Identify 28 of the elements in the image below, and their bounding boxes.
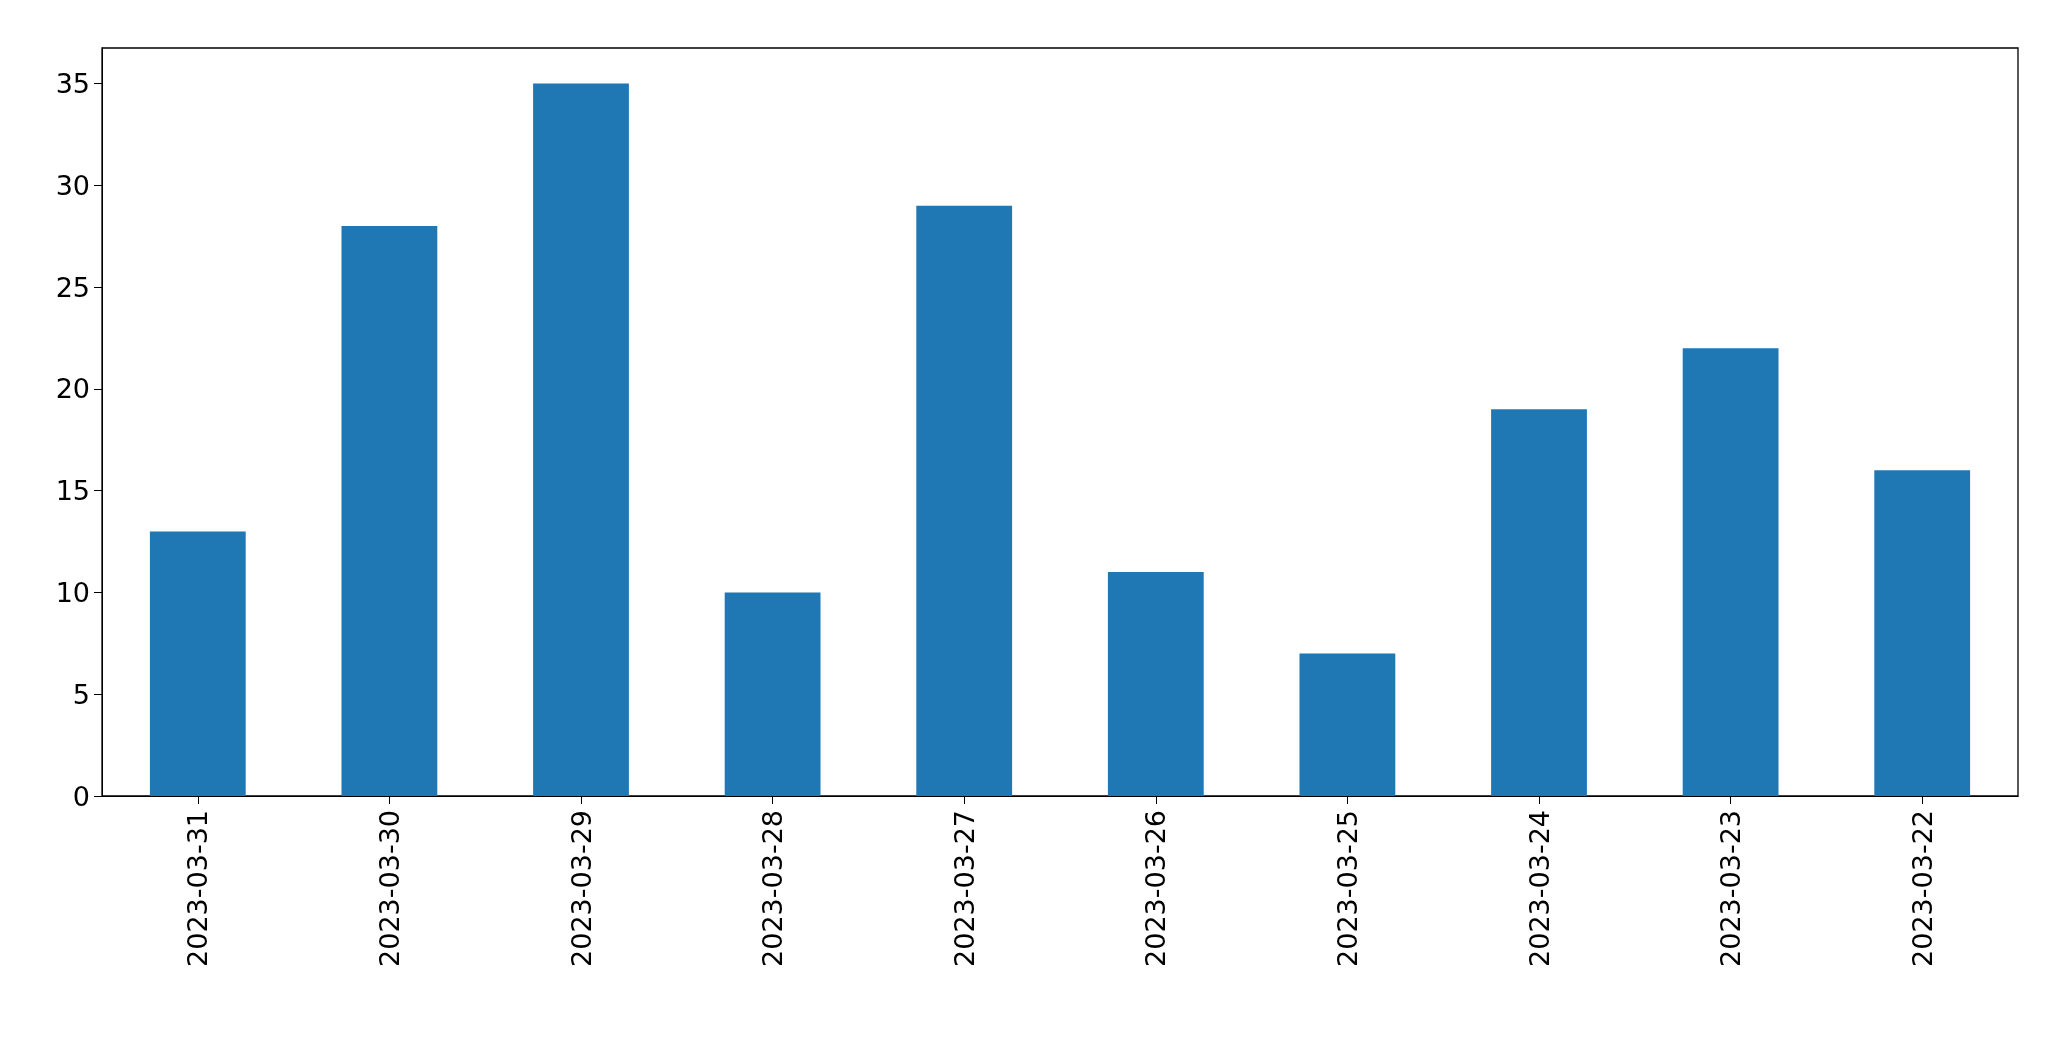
y-tick-label: 0 xyxy=(72,780,90,812)
bar xyxy=(916,205,1013,796)
y-tick-label: 5 xyxy=(72,678,90,710)
x-tick-label: 2023-03-25 xyxy=(1331,810,1363,967)
bar xyxy=(533,83,629,796)
y-tick-label: 25 xyxy=(55,271,90,303)
y-tick-label: 30 xyxy=(55,169,90,201)
bar xyxy=(724,592,821,796)
y-tick-label: 20 xyxy=(55,373,90,405)
bar xyxy=(1491,409,1587,796)
x-tick-label: 2023-03-23 xyxy=(1715,810,1747,967)
x-tick-label: 2023-03-30 xyxy=(373,810,405,967)
x-tick-label: 2023-03-29 xyxy=(565,810,597,967)
x-tick-label: 2023-03-31 xyxy=(182,810,214,967)
bar xyxy=(1874,470,1971,796)
y-tick-label: 35 xyxy=(55,68,90,100)
bar xyxy=(1299,653,1396,796)
x-tick-label: 2023-03-28 xyxy=(757,810,789,967)
bar xyxy=(341,226,438,796)
bar xyxy=(1107,572,1204,796)
x-tick-label: 2023-03-22 xyxy=(1906,810,1938,967)
x-tick-label: 2023-03-24 xyxy=(1523,810,1555,967)
bar xyxy=(149,531,246,796)
x-tick-label: 2023-03-26 xyxy=(1140,810,1172,967)
y-tick-label: 10 xyxy=(55,576,90,608)
bar xyxy=(1682,348,1779,796)
x-tick-label: 2023-03-27 xyxy=(948,810,980,967)
y-tick-label: 15 xyxy=(55,475,90,507)
